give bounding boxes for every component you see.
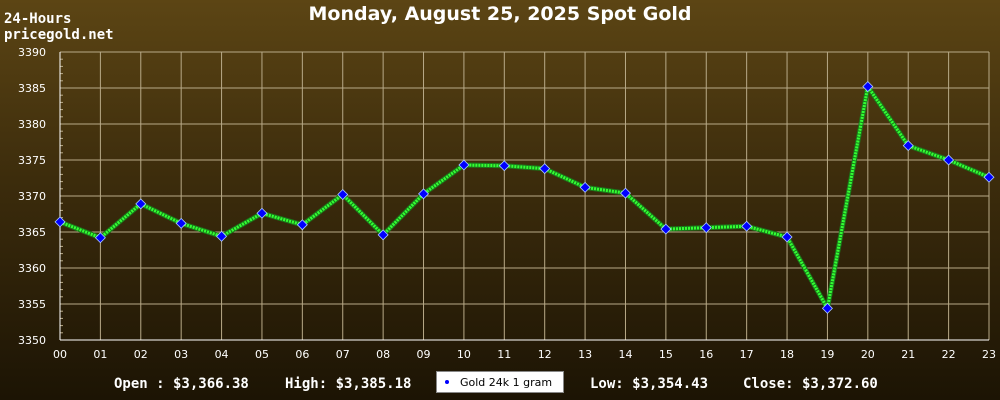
x-tick-label: 03 [174,348,188,361]
x-tick-label: 18 [780,348,794,361]
x-tick-label: 19 [820,348,834,361]
data-point [216,230,228,242]
data-point [983,171,995,183]
x-tick-label: 08 [376,348,390,361]
data-point [498,160,510,172]
x-tick-label: 23 [982,348,996,361]
x-tick-label: 22 [942,348,956,361]
data-point [458,159,470,171]
legend-marker-icon [445,380,449,384]
header-line-1: 24-Hours [4,11,72,27]
data-point [539,163,551,175]
data-point [619,187,631,199]
axes [59,52,989,341]
y-tick-label: 3350 [18,334,46,347]
x-tick-label: 21 [901,348,915,361]
low-price: Low: $3,354.43 [590,376,709,392]
y-tick-label: 3365 [18,226,46,239]
x-tick-label: 13 [578,348,592,361]
chart-title: Monday, August 25, 2025 Spot Gold [308,3,692,25]
data-point [821,302,833,314]
data-point [943,154,955,166]
x-tick-label: 10 [457,348,471,361]
close-price: Close: $3,372.60 [743,376,878,392]
open-price: Open : $3,366.38 [114,376,249,392]
x-tick-label: 02 [134,348,148,361]
data-point [54,216,66,228]
data-point [135,198,147,210]
x-tick-label: 09 [417,348,431,361]
x-tick-label: 14 [618,348,632,361]
y-tick-label: 3380 [18,118,46,131]
site-name: pricegold.net [4,27,114,43]
x-tick-label: 11 [497,348,511,361]
x-tick-label: 15 [659,348,673,361]
data-point [862,81,874,93]
x-tick-labels: 00 01 02 03 04 05 06 07 08 09 10 11 12 13 14 15 16 17 18 19… [53,348,996,361]
y-tick-label: 3355 [18,298,46,311]
x-tick-label: 17 [740,348,754,361]
data-point [256,207,268,219]
data-point [94,232,106,244]
data-point [902,140,914,152]
y-tick-label: 3390 [18,46,46,59]
x-tick-label: 01 [93,348,107,361]
x-tick-label: 05 [255,348,269,361]
y-tick-labels: 3350 3355 3360 3365 3370 3375 3380 3385 3390 [18,46,46,347]
data-point [660,223,672,235]
data-point [296,219,308,231]
legend-label: Gold 24k 1 gram [460,375,553,389]
legend: Gold 24k 1 gram [436,371,564,393]
data-point [377,229,389,241]
series-line-shadow [59,84,990,311]
data-point [175,217,187,229]
data-point [700,222,712,234]
data-point [741,220,753,232]
high-price: High: $3,385.18 [285,376,412,392]
data-point [579,181,591,193]
series-gold-24k [54,81,995,314]
y-tick-label: 3360 [18,262,46,275]
y-tick-label: 3375 [18,154,46,167]
data-point [781,231,793,243]
x-tick-label: 00 [53,348,67,361]
x-tick-label: 06 [295,348,309,361]
grid-lines [59,51,990,341]
x-tick-label: 04 [215,348,229,361]
y-tick-label: 3385 [18,82,46,95]
data-point [337,189,349,201]
x-tick-label: 16 [699,348,713,361]
y-tick-label: 3370 [18,190,46,203]
series-line [59,85,990,310]
x-tick-label: 20 [861,348,875,361]
x-tick-label: 07 [336,348,350,361]
data-point [418,188,430,200]
x-tick-label: 12 [538,348,552,361]
